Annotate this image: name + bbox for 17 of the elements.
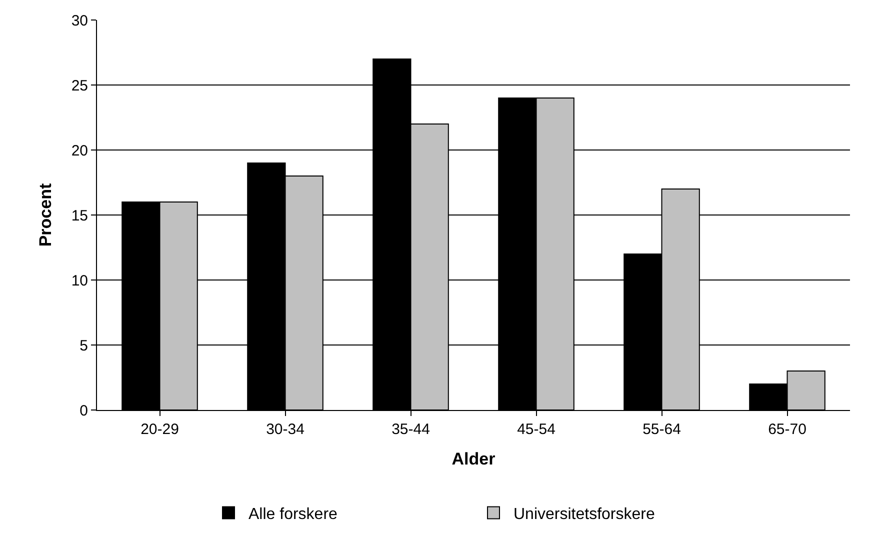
y-tick-label: 20: [71, 142, 88, 160]
x-tick-label: 30-34: [266, 421, 304, 438]
legend-label: Alle forskere: [248, 506, 338, 523]
y-tick-label: 5: [80, 337, 88, 354]
y-tick-label: 0: [80, 402, 88, 420]
legend-label: Universitetsforskere: [514, 506, 655, 523]
x-axis-title: Alder: [452, 449, 496, 468]
y-tick-label: 15: [71, 207, 88, 224]
y-axis-title: Procent: [36, 183, 55, 247]
y-tick-label: 25: [71, 77, 88, 94]
x-tick-label: 20-29: [140, 421, 179, 438]
y-tick-label: 10: [71, 272, 88, 290]
x-tick-label: 65-70: [768, 421, 806, 438]
y-tick-label: 30: [71, 12, 88, 30]
x-tick-label: 45-54: [517, 421, 556, 438]
x-tick-label: 35-44: [392, 421, 430, 438]
x-tick-label: 55-64: [642, 421, 681, 438]
